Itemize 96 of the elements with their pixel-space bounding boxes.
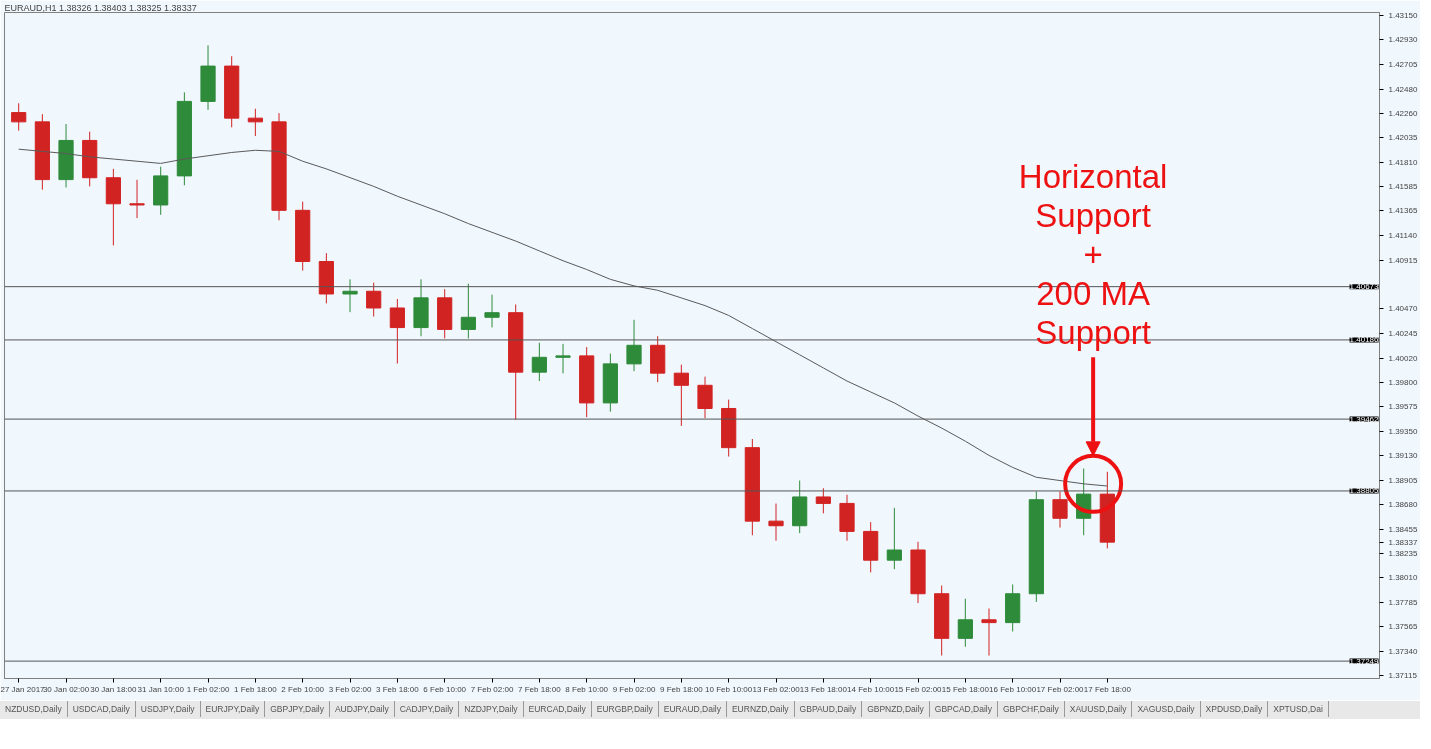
ref-line-label: 1.37249: [1349, 656, 1380, 666]
y-tick-label: 1.40245: [1388, 328, 1418, 338]
candlestick: [342, 278, 358, 313]
text: GBPNZD,Daily: [862, 701, 930, 718]
candlestick: [1052, 491, 1068, 529]
y-tick-label: 1.41140: [1388, 231, 1418, 241]
y-tick-label: 1.38337: [1388, 537, 1418, 547]
x-tick-label: 15 Feb 02:00: [894, 684, 943, 694]
text: GBPAUD,Daily: [794, 701, 863, 718]
x-tick-label: 3 Feb 18:00: [376, 684, 420, 694]
candlestick: [626, 319, 642, 372]
y-tick-label: 1.40020: [1388, 353, 1418, 363]
y-tick-label: 1.42930: [1388, 35, 1418, 45]
y-tick-label: 1.39800: [1388, 377, 1418, 387]
x-tick-label: 9 Feb 02:00: [612, 684, 656, 694]
candlestick: [673, 364, 689, 427]
y-tick-label: 1.38680: [1388, 500, 1418, 510]
text: EURNZD,Daily: [726, 701, 795, 718]
x-tick-label: 2 Feb 10:00: [281, 684, 325, 694]
y-tick-label: 1.40470: [1388, 304, 1418, 314]
x-tick-label: 15 Feb 18:00: [941, 684, 990, 694]
y-tick-label: 1.37565: [1388, 622, 1418, 632]
x-tick-label: 13 Feb 02:00: [752, 684, 801, 694]
y-tick-label: 1.38010: [1388, 573, 1418, 583]
text: EURGBP,Daily: [591, 701, 659, 718]
candlestick: [460, 283, 476, 339]
x-tick-label: 7 Feb 18:00: [518, 684, 562, 694]
candlestick: [484, 294, 500, 328]
y-tick-label: 1.41365: [1388, 206, 1418, 216]
y-tick-label: 1.37115: [1388, 671, 1418, 681]
text: XAGUSD,Daily: [1132, 701, 1201, 718]
text: CADJPY,Daily: [394, 701, 460, 718]
ref-line-label: 1.39462: [1349, 414, 1380, 424]
ref-line-label: 1.40186: [1349, 335, 1380, 345]
x-tick-label: 30 Jan 02:00: [42, 684, 90, 694]
chart-title: EURAUD,H1 1.38326 1.38403 1.38325 1.38337: [4, 2, 197, 13]
text: EURCAD,Daily: [523, 701, 592, 718]
text: EURAUD,Daily: [658, 701, 727, 718]
y-tick-label: 1.41585: [1388, 182, 1418, 192]
y-tick-label: 1.40915: [1388, 255, 1418, 265]
x-tick-label: 3 Feb 02:00: [328, 684, 372, 694]
x-tick-label: 6 Feb 10:00: [423, 684, 467, 694]
x-tick-label: 9 Feb 18:00: [660, 684, 704, 694]
x-tick-label: 8 Feb 10:00: [565, 684, 609, 694]
candlestick: [815, 487, 831, 514]
text: GBPJPY,Daily: [265, 701, 330, 718]
candlestick: [768, 503, 784, 542]
y-tick-label: 1.39350: [1388, 426, 1418, 436]
candlestick: [957, 598, 973, 648]
x-tick-label: 7 Feb 02:00: [470, 684, 514, 694]
y-tick-label: 1.43150: [1388, 11, 1418, 21]
y-tick-label: 1.39130: [1388, 450, 1418, 460]
candlestick: [555, 343, 571, 374]
y-tick-label: 1.42705: [1388, 59, 1418, 69]
candlestick: [11, 102, 27, 132]
x-tick-label: 17 Feb 18:00: [1083, 684, 1132, 694]
text: GBPCHF,Daily: [997, 701, 1065, 718]
candlestick: [886, 507, 902, 570]
text: AUDJPY,Daily: [329, 701, 395, 718]
text: XPTUSD,Dai: [1268, 701, 1329, 718]
y-tick-label: 1.38235: [1388, 548, 1418, 558]
x-tick-label: 14 Feb 10:00: [847, 684, 895, 694]
candlestick: [697, 376, 713, 419]
y-tick-label: 1.38905: [1388, 475, 1418, 485]
text: GBPCAD,Daily: [929, 701, 998, 718]
text: NZDJPY,Daily: [459, 701, 524, 718]
candlestick: [247, 108, 263, 137]
y-tick-label: 1.42480: [1388, 84, 1418, 94]
y-tick-label: 1.41810: [1388, 157, 1418, 167]
candlestick: [389, 298, 405, 365]
y-tick-label: 1.38455: [1388, 524, 1418, 534]
ref-line-label: 1.40673: [1349, 282, 1380, 292]
y-tick-label: 1.37340: [1388, 646, 1418, 656]
candlestick: [129, 179, 145, 219]
x-tick-label: 13 Feb 18:00: [799, 684, 848, 694]
candlestick: [981, 608, 997, 657]
x-tick-label: 10 Feb 10:00: [705, 684, 753, 694]
x-tick-label: 1 Feb 02:00: [186, 684, 230, 694]
text: USDCAD,Daily: [67, 701, 136, 718]
x-tick-label: 31 Jan 10:00: [137, 684, 185, 694]
text: USDJPY,Daily: [135, 701, 201, 718]
x-tick-label: 17 Feb 02:00: [1036, 684, 1085, 694]
y-tick-label: 1.37785: [1388, 598, 1418, 607]
y-tick-label: 1.39575: [1388, 402, 1418, 412]
x-tick-label: 1 Feb 18:00: [234, 684, 278, 694]
x-tick-label: 30 Jan 18:00: [90, 684, 138, 694]
text: XPDUSD,Daily: [1200, 701, 1269, 718]
y-tick-label: 1.42035: [1388, 133, 1418, 143]
candlestick: [531, 342, 547, 382]
text: EURJPY,Daily: [200, 701, 266, 718]
ref-line-label: 1.38805: [1349, 486, 1380, 496]
x-tick-label: 16 Feb 10:00: [989, 684, 1037, 694]
candlestick: [366, 282, 382, 318]
text: NZDUSD,Daily: [0, 701, 68, 718]
y-tick-label: 1.42260: [1388, 108, 1418, 118]
text: XAUUSD,Daily: [1064, 701, 1133, 718]
